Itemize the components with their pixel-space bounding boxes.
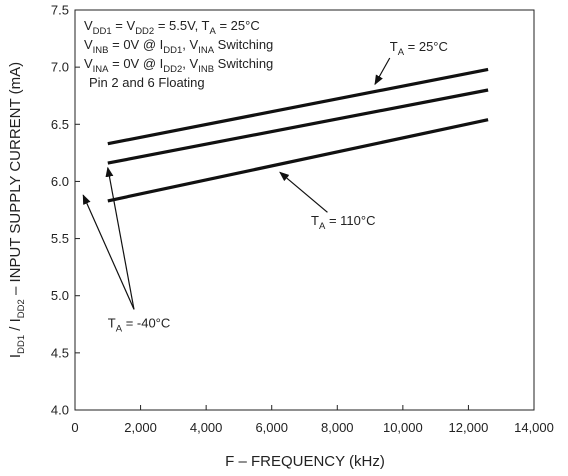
x-tick-label: 4,000 [190, 420, 223, 435]
series-line-1 [107, 88, 489, 165]
text-run: T [311, 213, 319, 228]
x-tick-label: 2,000 [124, 420, 157, 435]
text-run: = 0V @ I [109, 56, 164, 71]
y-tick-label: 7.0 [51, 60, 69, 75]
subscript: DD2 [16, 299, 27, 318]
text-run: Pin 2 and 6 Floating [89, 75, 205, 90]
subscript: A [319, 221, 326, 232]
x-tick-label: 6,000 [255, 420, 288, 435]
subscript: INB [198, 64, 214, 75]
x-tick-label: 10,000 [383, 420, 423, 435]
annotation-label-1: TA = -40°C [108, 316, 170, 335]
text-run: , V [182, 56, 198, 71]
annotations: TA = 25°CTA = -40°CTA = 110°C [82, 39, 448, 335]
y-tick-label: 6.0 [51, 174, 69, 189]
text-run: = 0V @ I [109, 37, 164, 52]
y-axis-ticks: 4.0 4.5 5.0 5.5 6.0 6.5 7.0 7.5 [51, 3, 80, 418]
text-run: V [84, 37, 93, 52]
y-axis-label: IDD1 / IDD2 – INPUT SUPPLY CURRENT (mA) [7, 62, 27, 358]
subscript: DD1 [93, 26, 112, 37]
text-run: T [108, 316, 116, 331]
condition-line-1: VINB = 0V @ IDD1, VINA Switching [84, 37, 273, 56]
series-line-2 [107, 118, 489, 203]
y-axis-label-group: IDD1 / IDD2 – INPUT SUPPLY CURRENT (mA) [7, 62, 27, 358]
subscript: INA [198, 45, 215, 56]
annotation-label-2: TA = 110°C [311, 213, 375, 232]
subscript: INB [93, 45, 109, 56]
subscript: DD1 [163, 45, 182, 56]
y-tick-label: 6.5 [51, 117, 69, 132]
text-run: V [84, 18, 93, 33]
condition-line-2: VINA = 0V @ IDD2, VINB Switching [84, 56, 273, 75]
y-tick-label: 7.5 [51, 3, 69, 18]
condition-line-3: Pin 2 and 6 Floating [89, 75, 205, 90]
y-tick-label: 5.5 [51, 231, 69, 246]
text-run: Switching [214, 56, 273, 71]
text-run: = V [112, 18, 136, 33]
x-tick-label: 0 [71, 420, 78, 435]
text-run: = 25°C [216, 18, 260, 33]
subscript: A [210, 26, 217, 37]
x-tick-label: 12,000 [449, 420, 489, 435]
condition-line-0: VDD1 = VDD2 = 5.5V, TA = 25°C [84, 18, 260, 37]
y-tick-label: 4.5 [51, 345, 69, 360]
text-run: = 25°C [404, 39, 448, 54]
annotation-arrow [279, 171, 328, 213]
y-tick-label: 5.0 [51, 288, 69, 303]
text-run: = 110°C [325, 213, 375, 228]
annotation-arrow [82, 194, 135, 310]
series-lines [107, 67, 489, 203]
text-run: V [84, 56, 93, 71]
subscript: A [398, 47, 405, 58]
annotation-arrow [374, 57, 391, 86]
text-run: T [390, 39, 398, 54]
subscript: A [116, 324, 123, 335]
annotation-label-0: TA = 25°C [390, 39, 448, 58]
x-axis-label: F – FREQUENCY (kHz) [225, 453, 385, 470]
subscript: DD1 [16, 335, 27, 354]
x-tick-label: 14,000 [514, 420, 554, 435]
text-run: , V [182, 37, 198, 52]
subscript: INA [93, 64, 110, 75]
x-tick-label: 8,000 [321, 420, 354, 435]
text-run: – INPUT SUPPLY CURRENT (mA) [7, 62, 24, 299]
text-run: I [7, 354, 24, 358]
subscript: DD2 [135, 26, 154, 37]
text-run: / I [7, 318, 24, 335]
annotation-arrow [105, 166, 135, 310]
text-run: = 5.5V, T [154, 18, 209, 33]
series-line-0 [107, 67, 489, 146]
y-tick-label: 4.0 [51, 403, 69, 418]
text-run: = -40°C [122, 316, 170, 331]
x-axis-ticks: 0 2,000 4,000 6,000 8,000 10,000 12,000 14,000 [71, 405, 554, 435]
subscript: DD2 [163, 64, 182, 75]
text-run: Switching [214, 37, 273, 52]
